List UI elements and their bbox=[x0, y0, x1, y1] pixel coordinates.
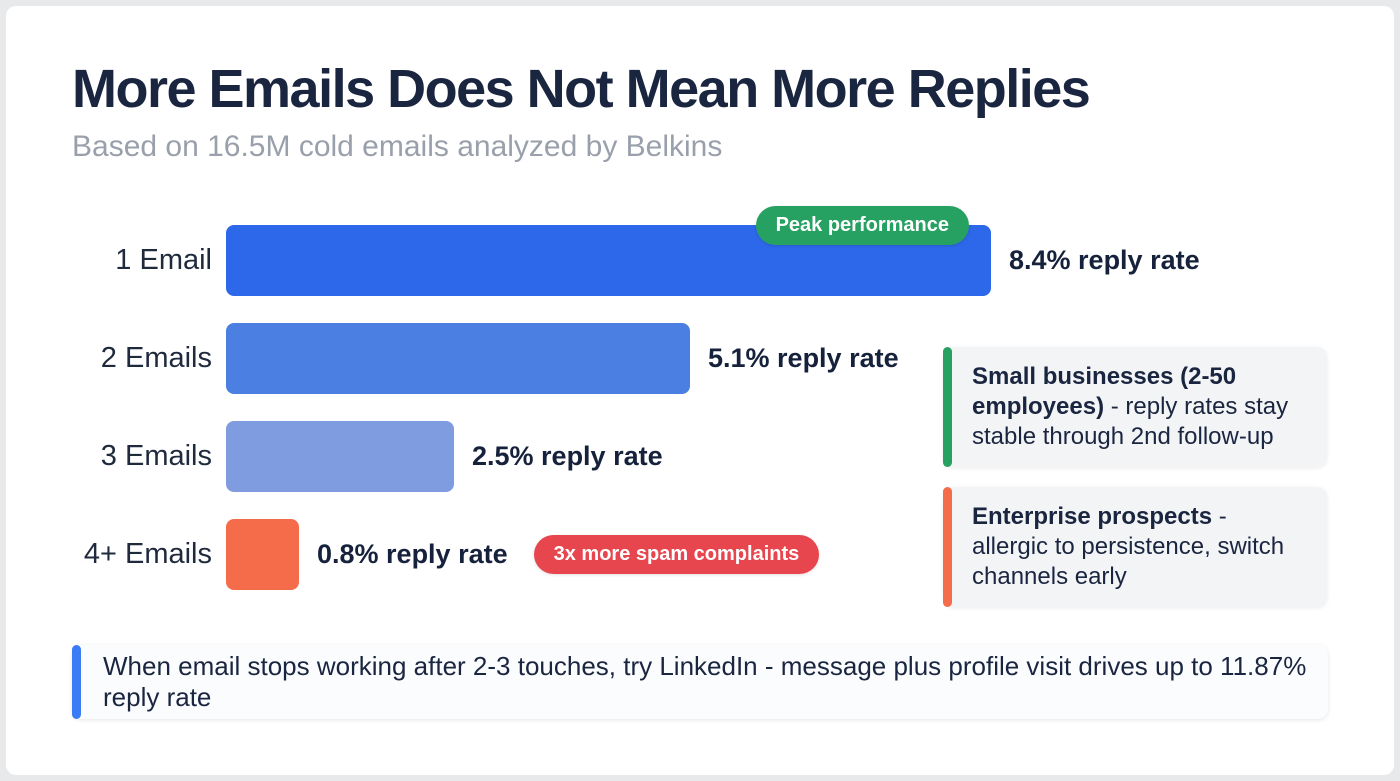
linkedin-tip-callout: When email stops working after 2-3 touch… bbox=[72, 645, 1328, 719]
bar-4plus-emails bbox=[226, 519, 299, 590]
spam-complaints-badge: 3x more spam complaints bbox=[533, 535, 820, 574]
category-label: 1 Email bbox=[115, 244, 212, 276]
bar-area: 5.1% reply rate bbox=[226, 323, 1328, 394]
bar-1-email: Peak performance bbox=[226, 206, 991, 296]
category-label: 4+ Emails bbox=[83, 538, 212, 570]
callout-enterprise-prospects: Enterprise prospects - allergic to persi… bbox=[943, 487, 1327, 607]
category-label: 3 Emails bbox=[100, 440, 212, 472]
chart-row-4plus-emails: 4+ Emails 0.8% reply rate 3x more spam c… bbox=[72, 519, 1328, 590]
value-label: 8.4% reply rate bbox=[1009, 245, 1200, 275]
callout-bold-text: Small businesses (2-50 employees) bbox=[972, 363, 1237, 420]
bar-area: 2.5% reply rate bbox=[226, 421, 1328, 492]
footer-tip-text: When email stops working after 2-3 touch… bbox=[103, 651, 1307, 712]
callout-bold-text: Enterprise prospects bbox=[972, 503, 1213, 530]
value-label: 2.5% reply rate bbox=[472, 441, 663, 471]
orange-accent-bar bbox=[943, 487, 952, 607]
value-label: 0.8% reply rate bbox=[317, 539, 508, 569]
value-label: 5.1% reply rate bbox=[708, 343, 899, 373]
infographic-canvas: More Emails Does Not Mean More Replies B… bbox=[6, 6, 1394, 775]
callout-rest-text: - allergic to persistence, switch channe… bbox=[972, 503, 1285, 590]
green-accent-bar bbox=[943, 347, 952, 467]
blue-accent-bar bbox=[72, 645, 81, 719]
chart-row-3-emails: 3 Emails 2.5% reply rate bbox=[72, 421, 1328, 492]
callout-rest-text: - reply rates stay stable through 2nd fo… bbox=[972, 393, 1289, 450]
callout-small-businesses: Small businesses (2-50 employees) - repl… bbox=[943, 347, 1327, 467]
page-title: More Emails Does Not Mean More Replies bbox=[72, 59, 1091, 119]
chart-row-2-emails: 2 Emails 5.1% reply rate bbox=[72, 323, 1328, 394]
bar-3-emails bbox=[226, 421, 454, 492]
bar-2-emails bbox=[226, 323, 690, 394]
page-subtitle: Based on 16.5M cold emails analyzed by B… bbox=[72, 130, 723, 163]
chart-row-1-email: 1 Email Peak performance 8.4% reply rate bbox=[72, 206, 1328, 296]
bar-area: Peak performance 8.4% reply rate bbox=[226, 206, 1328, 296]
peak-performance-badge: Peak performance bbox=[755, 206, 969, 245]
bar-area: 0.8% reply rate 3x more spam complaints bbox=[226, 519, 1328, 590]
category-label: 2 Emails bbox=[100, 342, 212, 374]
reply-rate-bar-chart: 1 Email Peak performance 8.4% reply rate… bbox=[72, 206, 1328, 617]
